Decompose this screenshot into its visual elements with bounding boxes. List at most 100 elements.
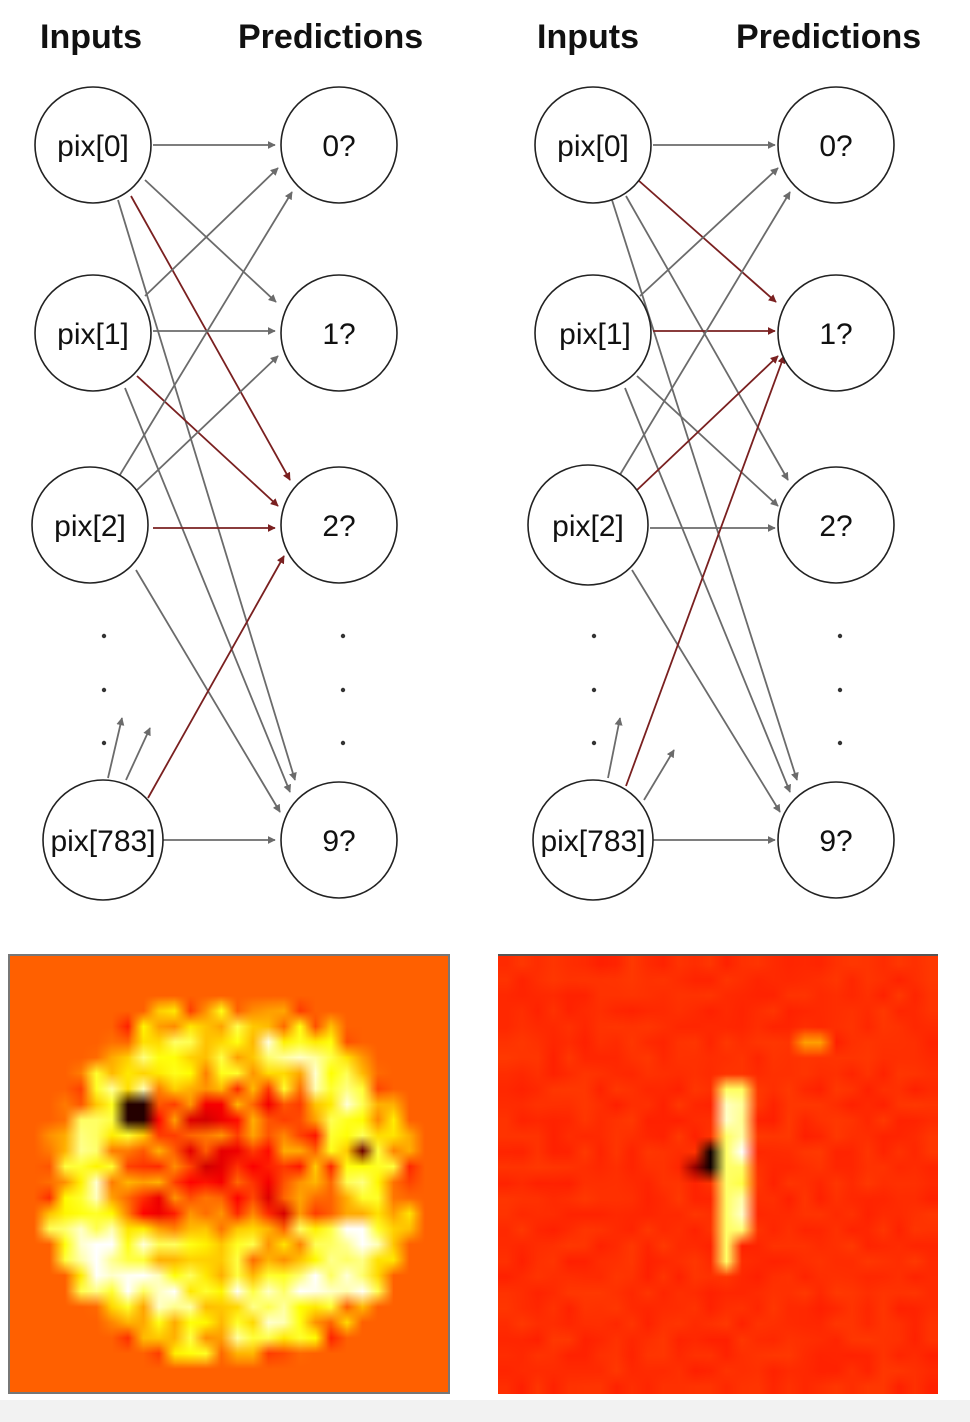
- node-circle: [280, 86, 398, 204]
- left-network-panel: Inputs Predictions: [31, 18, 423, 901]
- node-label: pix[2]: [54, 510, 126, 543]
- node-circle: [34, 274, 152, 392]
- input-node-pix2: pix[2]: [31, 466, 149, 584]
- ellipsis-dot: [340, 740, 346, 746]
- node-label: 0?: [322, 130, 355, 163]
- node-circle: [534, 274, 652, 392]
- bottom-strip: [0, 1400, 970, 1422]
- edge-pix1-to-2: [136, 375, 279, 507]
- left-input-nodes: pix[0] pix[1] pix[2] pix[783]: [31, 86, 164, 901]
- node-label: pix[0]: [57, 130, 129, 163]
- ellipsis-dot: [591, 740, 597, 746]
- node-circle: [532, 779, 654, 901]
- prediction-node-9: 9?: [280, 781, 398, 899]
- left-ellipsis-dots: [101, 633, 346, 746]
- edge-pix1-to-0: [639, 167, 779, 297]
- weight-heatmap-digit-2-icon: [8, 954, 450, 1394]
- node-label: 1?: [322, 318, 355, 351]
- edge-pix2-to-9: [631, 569, 781, 813]
- right-edges: [607, 141, 799, 844]
- node-label: pix[783]: [540, 825, 645, 858]
- input-node-pix1: pix[1]: [534, 274, 652, 392]
- node-label: pix[0]: [557, 130, 629, 163]
- node-circle: [280, 781, 398, 899]
- ellipsis-dot: [101, 687, 107, 693]
- prediction-node-2: 2?: [777, 466, 895, 584]
- node-circle: [777, 274, 895, 392]
- node-circle: [527, 464, 649, 586]
- node-label: 9?: [819, 825, 852, 858]
- node-circle: [280, 466, 398, 584]
- heatmap-canvas-left: [10, 956, 448, 1392]
- left-inputs-header: Inputs: [40, 18, 142, 56]
- ellipsis-dot: [101, 740, 107, 746]
- edge-pix1-to-2: [636, 375, 779, 507]
- edge-pix2-to-0: [117, 191, 293, 479]
- ellipsis-dot: [837, 633, 843, 639]
- ellipsis-dot: [591, 633, 597, 639]
- node-circle: [777, 466, 895, 584]
- input-node-pix0: pix[0]: [34, 86, 152, 204]
- ellipsis-dot: [591, 687, 597, 693]
- prediction-node-0: 0?: [280, 86, 398, 204]
- edge-pix783-stub-a: [607, 717, 623, 779]
- prediction-node-0: 0?: [777, 86, 895, 204]
- node-label: pix[783]: [50, 825, 155, 858]
- ellipsis-dot: [101, 633, 107, 639]
- edge-pix1-to-9: [624, 387, 791, 793]
- node-circle: [34, 86, 152, 204]
- node-circle: [31, 466, 149, 584]
- node-label: pix[2]: [552, 510, 624, 543]
- edge-pix0-to-1: [144, 179, 277, 303]
- ellipsis-dot: [837, 687, 843, 693]
- edge-pix0-to-2: [625, 195, 789, 481]
- input-node-pix783: pix[783]: [42, 779, 164, 901]
- right-predictions-header: Predictions: [736, 18, 921, 56]
- edge-pix1-to-9: [124, 387, 291, 793]
- edge-pix783-stub-b: [125, 727, 151, 781]
- edge-pix0-to-9: [611, 199, 799, 781]
- edge-pix0-to-2: [130, 195, 291, 481]
- node-circle: [777, 781, 895, 899]
- prediction-node-1: 1?: [777, 274, 895, 392]
- right-ellipsis-dots: [591, 633, 843, 746]
- ellipsis-dot: [340, 633, 346, 639]
- right-prediction-nodes: 0? 1? 2? 9?: [777, 86, 895, 899]
- prediction-node-2: 2?: [280, 466, 398, 584]
- right-input-nodes: pix[0] pix[1] pix[2] pix[783]: [527, 86, 654, 901]
- left-prediction-nodes: 0? 1? 2? 9?: [280, 86, 398, 899]
- node-label: 9?: [322, 825, 355, 858]
- left-edges: [107, 141, 297, 844]
- node-label: pix[1]: [57, 318, 129, 351]
- input-node-pix783: pix[783]: [532, 779, 654, 901]
- node-circle: [534, 86, 652, 204]
- input-node-pix2: pix[2]: [527, 464, 649, 586]
- weight-heatmap-digit-1-icon: [498, 954, 938, 1394]
- edge-pix783-to-2: [147, 555, 285, 799]
- prediction-node-1: 1?: [280, 274, 398, 392]
- edge-pix2-to-1: [636, 355, 779, 491]
- ellipsis-dot: [837, 740, 843, 746]
- edge-pix2-to-1: [136, 355, 279, 491]
- edge-pix0-to-1: [637, 179, 777, 303]
- node-label: pix[1]: [559, 318, 631, 351]
- node-circle: [280, 274, 398, 392]
- node-label: 2?: [322, 510, 355, 543]
- heatmap-canvas-right: [498, 956, 938, 1394]
- edge-pix783-to-1: [625, 355, 786, 787]
- left-predictions-header: Predictions: [238, 18, 423, 56]
- prediction-node-9: 9?: [777, 781, 895, 899]
- edge-pix2-to-0: [617, 191, 791, 479]
- node-label: 2?: [819, 510, 852, 543]
- right-inputs-header: Inputs: [537, 18, 639, 56]
- edge-pix1-to-0: [144, 167, 279, 297]
- input-node-pix1: pix[1]: [34, 274, 152, 392]
- node-circle: [42, 779, 164, 901]
- node-label: 1?: [819, 318, 852, 351]
- node-label: 0?: [819, 130, 852, 163]
- edge-pix0-to-9: [117, 199, 297, 781]
- input-node-pix0: pix[0]: [534, 86, 652, 204]
- node-circle: [777, 86, 895, 204]
- ellipsis-dot: [340, 687, 346, 693]
